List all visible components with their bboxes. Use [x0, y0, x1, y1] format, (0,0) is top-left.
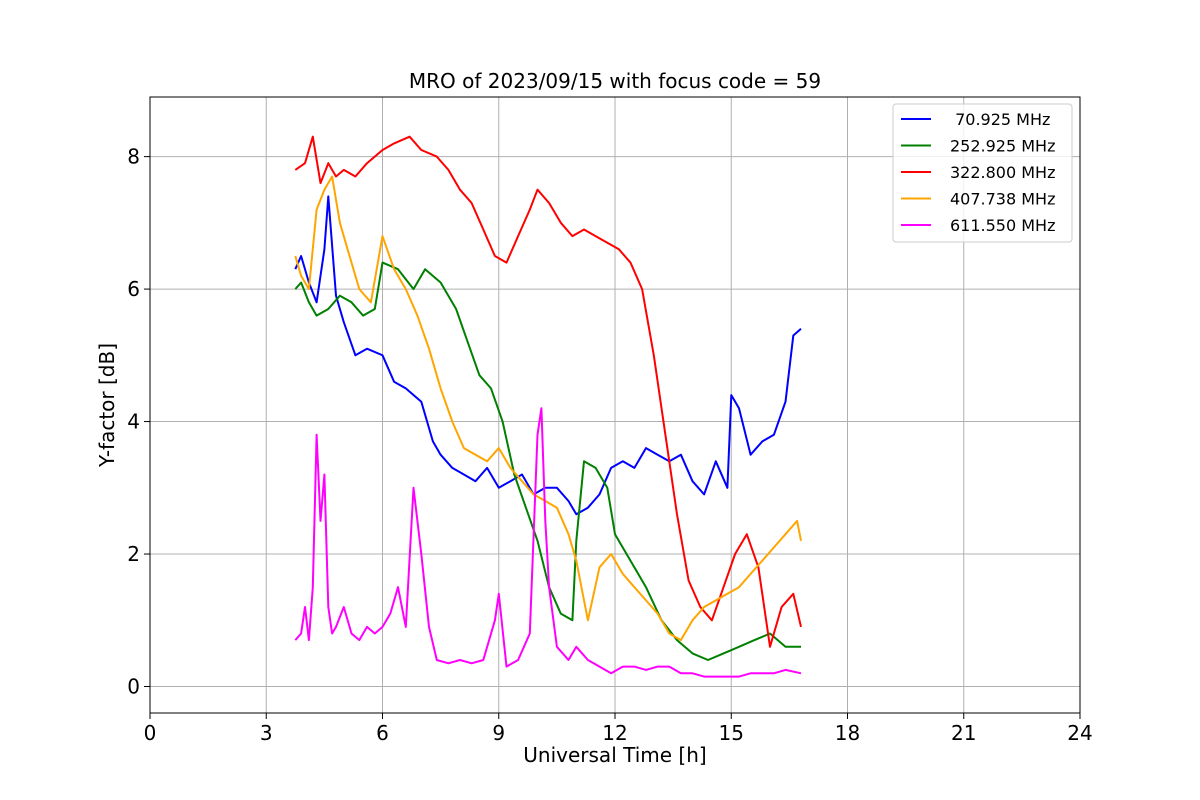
x-tick-label: 21: [951, 721, 976, 745]
x-tick-label: 24: [1067, 721, 1092, 745]
y-tick-label: 2: [127, 542, 140, 566]
legend-label-4: 611.550 MHz: [950, 216, 1055, 235]
series-line-4: [294, 407, 802, 678]
y-tick-label: 8: [127, 145, 140, 169]
legend: 70.925 MHz 252.925 MHz 322.800 MHz 407.738 …: [892, 103, 1073, 243]
series-line-0: [294, 195, 802, 516]
series-line-1: [294, 261, 801, 661]
x-tick-label: 3: [260, 721, 273, 745]
x-tick-label: 9: [492, 721, 505, 745]
y-tick-label: 0: [127, 675, 140, 699]
chart-title: MRO of 2023/09/15 with focus code = 59: [409, 69, 821, 93]
x-tick-label: 12: [602, 721, 627, 745]
x-axis-label: Universal Time [h]: [523, 743, 706, 767]
legend-label-1: 252.925 MHz: [950, 137, 1055, 156]
legend-label-3: 407.738 MHz: [950, 190, 1055, 209]
series-line-3: [294, 175, 802, 642]
legend-box: [892, 103, 1073, 243]
x-tick-label: 6: [376, 721, 389, 745]
series-layer: [294, 135, 802, 678]
y-tick-label: 4: [127, 410, 140, 434]
series-line-2: [294, 135, 802, 648]
y-axis-label: Y-factor [dB]: [95, 343, 119, 468]
x-tick-label: 15: [719, 721, 744, 745]
legend-label-0: 70.925 MHz: [950, 110, 1050, 129]
legend-label-2: 322.800 MHz: [950, 163, 1055, 182]
x-tick-label: 18: [835, 721, 860, 745]
y-tick-label: 6: [127, 277, 140, 301]
x-tick-label: 0: [144, 721, 157, 745]
